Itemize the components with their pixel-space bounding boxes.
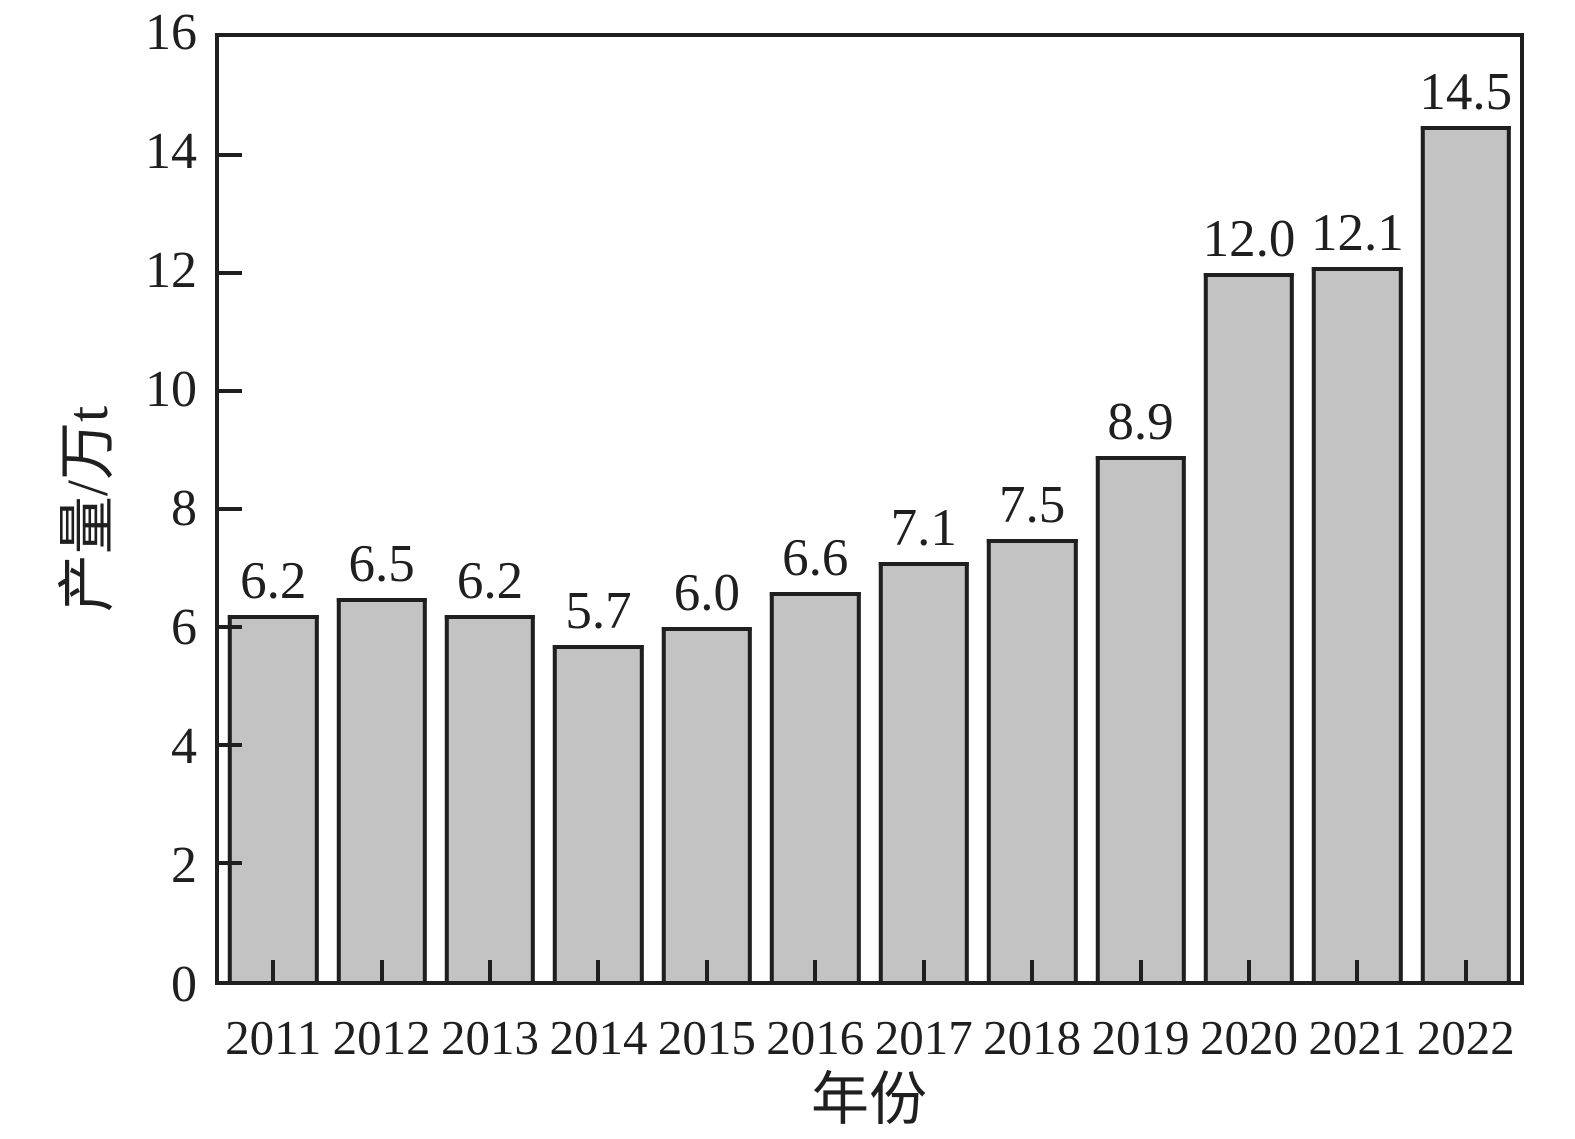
x-tick <box>1246 960 1251 981</box>
bar <box>228 615 319 981</box>
x-tick-label: 2016 <box>766 1010 865 1065</box>
bar-value-label: 6.0 <box>673 564 740 622</box>
bar-value-label: 12.1 <box>1311 204 1404 263</box>
bar <box>986 538 1078 981</box>
x-tick-label: 2014 <box>549 1010 648 1065</box>
bar-value-label: 5.7 <box>565 581 632 640</box>
y-tick-label: 8 <box>171 480 197 537</box>
x-axis-tick-labels: 2011 2012 2013 2014 2015 2016 2017 2018 2019 2020… <box>219 1008 1520 1068</box>
bar <box>770 591 861 981</box>
y-tick <box>219 861 242 865</box>
y-tick <box>219 389 242 393</box>
bar <box>1095 455 1186 981</box>
y-tick <box>219 153 242 157</box>
bar-value-label: 6.2 <box>456 552 524 611</box>
x-tick-label: 2020 <box>1199 1010 1298 1065</box>
y-tick-label: 12 <box>145 242 197 299</box>
bar-value-label: 6.6 <box>782 528 849 587</box>
bar-value-label: 12.0 <box>1202 210 1296 268</box>
x-tick-label: 2022 <box>1416 1010 1515 1065</box>
y-tick-label: 4 <box>171 718 197 775</box>
x-tick <box>271 960 276 981</box>
y-tick-label: 14 <box>145 123 197 180</box>
x-tick-label: 2015 <box>657 1010 756 1065</box>
x-tick-label: 2019 <box>1091 1010 1190 1065</box>
y-tick-label: 10 <box>145 361 197 418</box>
y-tick <box>219 507 242 511</box>
bar-value-label: 8.9 <box>1107 392 1174 451</box>
y-tick-label: 6 <box>171 599 197 656</box>
bar <box>1203 273 1295 981</box>
bar <box>878 562 969 981</box>
x-tick <box>379 960 384 981</box>
x-tick <box>1463 960 1468 981</box>
bar-value-label: 7.1 <box>890 499 957 558</box>
x-tick <box>704 960 709 981</box>
x-tick-label: 2021 <box>1308 1010 1407 1065</box>
x-tick <box>921 960 926 981</box>
plot-area: 6.2 6.5 6.2 5.7 6.0 6.6 7.1 7.5 8.9 12.0 12.1 14.5 <box>215 33 1524 985</box>
x-tick-label: 2011 <box>225 1010 322 1065</box>
x-tick-label: 2017 <box>874 1010 973 1065</box>
bar <box>553 644 644 981</box>
bar-value-label: 7.5 <box>999 475 1066 534</box>
x-tick <box>488 960 493 981</box>
y-tick-label: 16 <box>145 4 197 61</box>
x-tick-label: 2012 <box>332 1010 431 1065</box>
x-tick-label: 2018 <box>983 1010 1082 1065</box>
x-tick <box>813 960 818 981</box>
y-tick <box>219 625 242 629</box>
y-axis-tick-labels: 0 2 4 6 8 10 12 14 16 <box>0 0 197 1139</box>
x-tick <box>1030 960 1035 981</box>
x-tick <box>596 960 601 981</box>
y-tick <box>219 743 242 747</box>
bar <box>1420 125 1511 981</box>
bar-value-label: 6.5 <box>348 534 415 593</box>
bar-value-label: 6.2 <box>240 552 307 611</box>
bar <box>444 615 536 981</box>
x-tick <box>1138 960 1143 981</box>
x-axis-title: 年份 <box>810 1067 928 1132</box>
y-tick <box>219 271 242 275</box>
bar <box>661 627 753 981</box>
y-tick-label: 2 <box>171 837 197 894</box>
bar <box>1312 267 1403 981</box>
y-tick-label: 0 <box>171 956 197 1013</box>
x-tick <box>1355 960 1360 981</box>
bar <box>336 597 427 981</box>
x-tick-label: 2013 <box>441 1010 540 1065</box>
bar-value-label: 14.5 <box>1419 62 1513 121</box>
